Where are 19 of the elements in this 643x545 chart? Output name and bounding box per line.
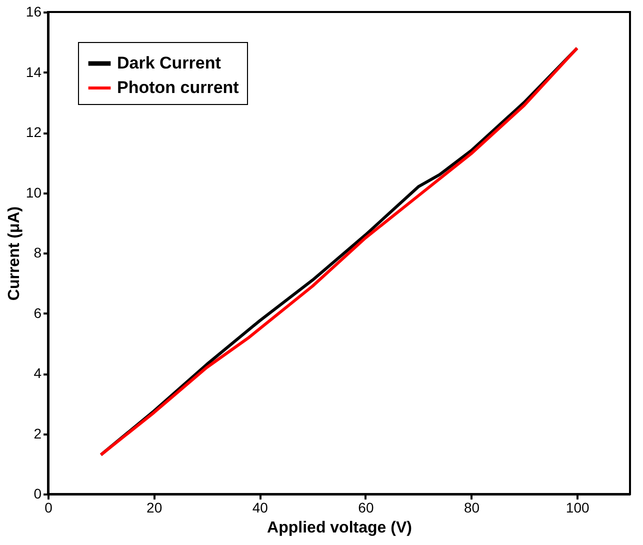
x-tick-label: 20 <box>146 500 162 516</box>
y-axis-title: Current (μA) <box>6 206 23 301</box>
y-tick-label: 4 <box>34 365 42 381</box>
y-tick-label: 14 <box>26 64 42 80</box>
x-tick-label: 80 <box>464 500 480 516</box>
y-tick-label: 12 <box>26 124 42 140</box>
x-tick-label: 60 <box>358 500 374 516</box>
y-tick-label: 8 <box>34 244 42 260</box>
y-tick-label: 6 <box>34 304 42 321</box>
legend-label: Photon current <box>117 78 240 97</box>
x-tick-label: 40 <box>252 500 268 516</box>
y-tick-label: 2 <box>34 425 42 442</box>
y-tick-label: 10 <box>26 184 42 200</box>
x-axis-title: Applied voltage (V) <box>267 520 412 536</box>
x-tick-label: 100 <box>566 500 590 516</box>
x-tick-label: 0 <box>44 500 53 516</box>
y-tick-label: 0 <box>34 486 42 502</box>
legend-label: Dark Current <box>117 54 222 72</box>
y-tick-label: 16 <box>26 4 42 20</box>
